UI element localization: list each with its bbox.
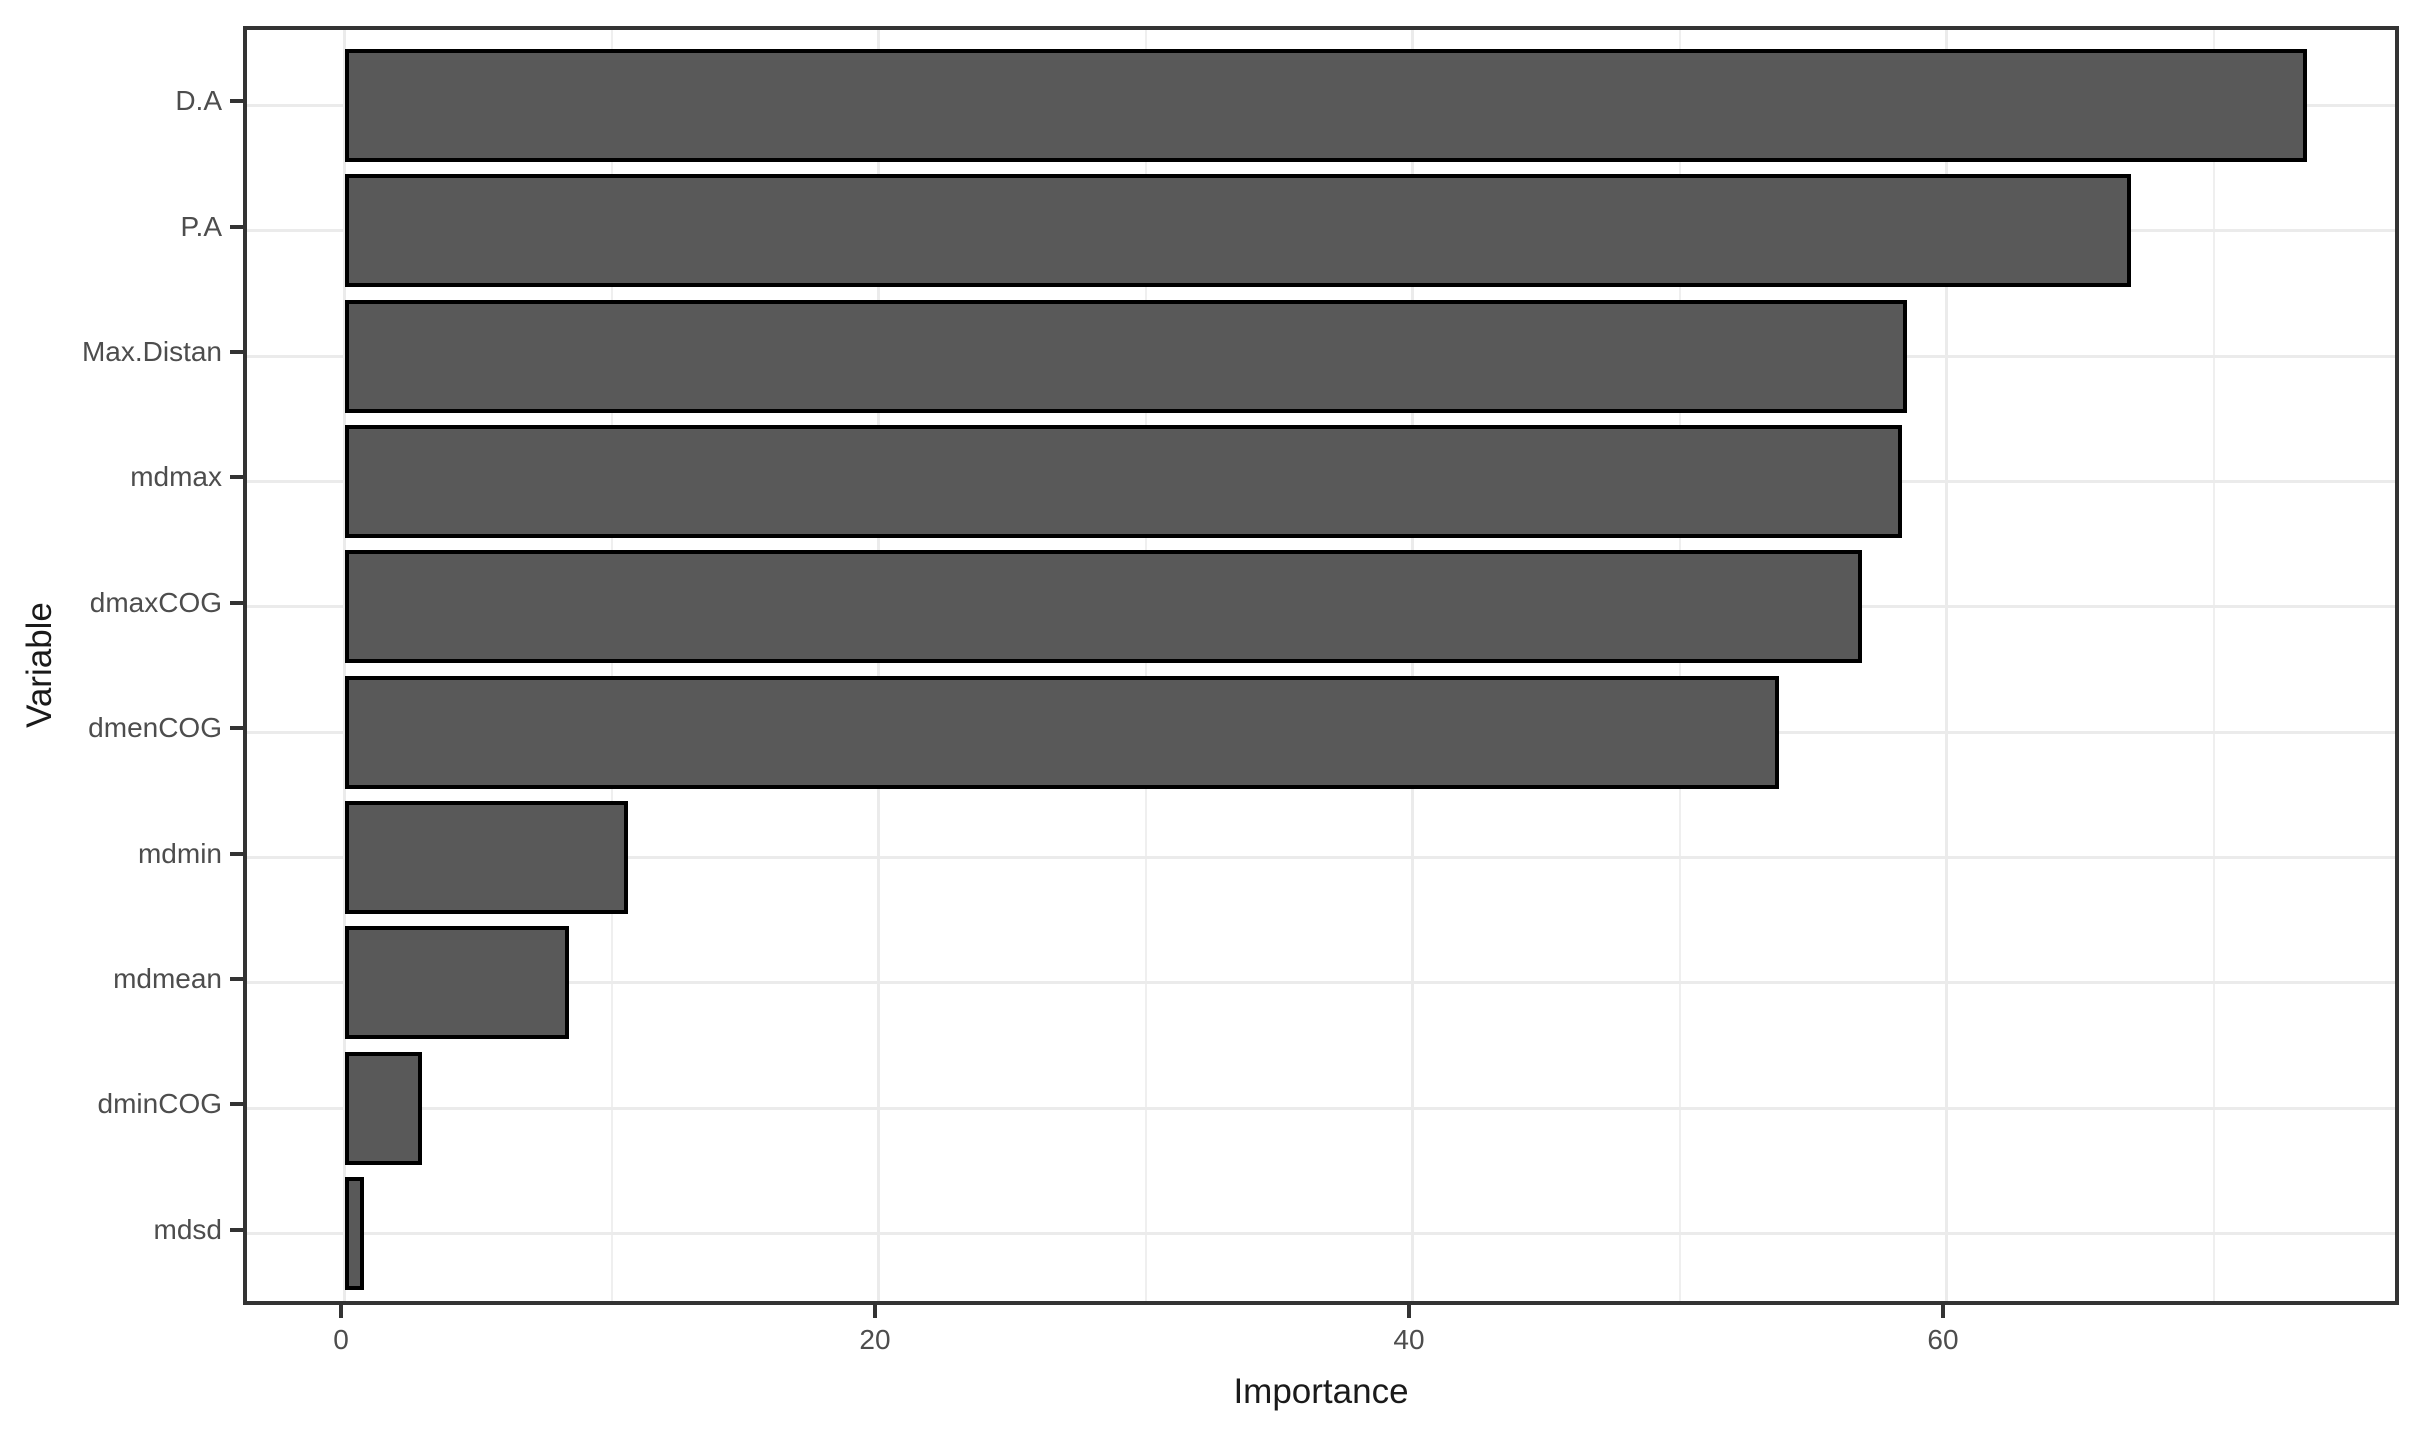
- x-tick-label-20: 20: [859, 1324, 891, 1355]
- y-tick-dmenCOG: [230, 726, 243, 731]
- y-tick-mdmin: [230, 851, 243, 856]
- x-tick-0: [338, 1305, 343, 1318]
- plot-panel: [243, 26, 2399, 1305]
- y-tick-label-mdmin: mdmin: [137, 837, 222, 869]
- x-tick-60: [1940, 1305, 1945, 1318]
- y-tick-mdsd: [230, 1227, 243, 1232]
- gridline-minor-x-70: [2212, 30, 2215, 1301]
- x-tick-label-60: 60: [1927, 1324, 1959, 1355]
- y-tick-label-mdmax: mdmax: [130, 461, 222, 493]
- y-tick-label-P.A: P.A: [180, 210, 222, 242]
- bar-mdmin: [344, 801, 628, 915]
- bar-dmaxCOG: [344, 550, 1862, 664]
- y-tick-label-dmaxCOG: dmaxCOG: [89, 586, 222, 618]
- bar-D.A: [344, 48, 2308, 162]
- gridline-minor-x-30: [1144, 30, 1147, 1301]
- bar-mdmax: [344, 424, 1902, 538]
- bar-dmenCOG: [344, 675, 1779, 789]
- y-tick-label-dminCOG: dminCOG: [97, 1088, 222, 1120]
- bar-mdsd: [344, 1177, 364, 1291]
- y-tick-label-D.A: D.A: [175, 85, 222, 117]
- x-tick-20: [872, 1305, 877, 1318]
- y-tick-label-dmenCOG: dmenCOG: [88, 712, 222, 744]
- y-tick-mdmax: [230, 475, 243, 480]
- y-axis-title: Variable: [20, 602, 59, 728]
- x-tick-40: [1406, 1305, 1411, 1318]
- gridline-major-x-40: [1411, 30, 1415, 1301]
- y-tick-P.A: [230, 224, 243, 229]
- bar-Max.Distan: [344, 299, 1907, 413]
- y-tick-D.A: [230, 99, 243, 104]
- y-tick-dmaxCOG: [230, 600, 243, 605]
- x-axis-title: Importance: [1233, 1372, 1409, 1411]
- gridline-row-dminCOG: [247, 1106, 2395, 1110]
- bar-dminCOG: [344, 1051, 423, 1165]
- y-tick-label-mdmean: mdmean: [113, 962, 222, 994]
- y-tick-dminCOG: [230, 1102, 243, 1107]
- bar-P.A: [344, 174, 2132, 288]
- gridline-minor-x-10: [610, 30, 613, 1301]
- y-tick-mdmean: [230, 976, 243, 981]
- gridline-major-x-20: [877, 30, 881, 1301]
- y-tick-label-mdsd: mdsd: [153, 1213, 222, 1245]
- gridline-row-mdmin: [247, 856, 2395, 860]
- gridline-row-mdsd: [247, 1232, 2395, 1236]
- gridline-minor-x-50: [1678, 30, 1681, 1301]
- x-tick-label-0: 0: [333, 1324, 349, 1355]
- gridline-major-x-0: [343, 30, 347, 1301]
- x-tick-label-40: 40: [1393, 1324, 1425, 1355]
- bar-mdmean: [344, 926, 570, 1040]
- y-tick-Max.Distan: [230, 350, 243, 355]
- gridline-major-x-60: [1945, 30, 1949, 1301]
- gridline-row-mdmean: [247, 981, 2395, 985]
- y-tick-label-Max.Distan: Max.Distan: [81, 336, 222, 368]
